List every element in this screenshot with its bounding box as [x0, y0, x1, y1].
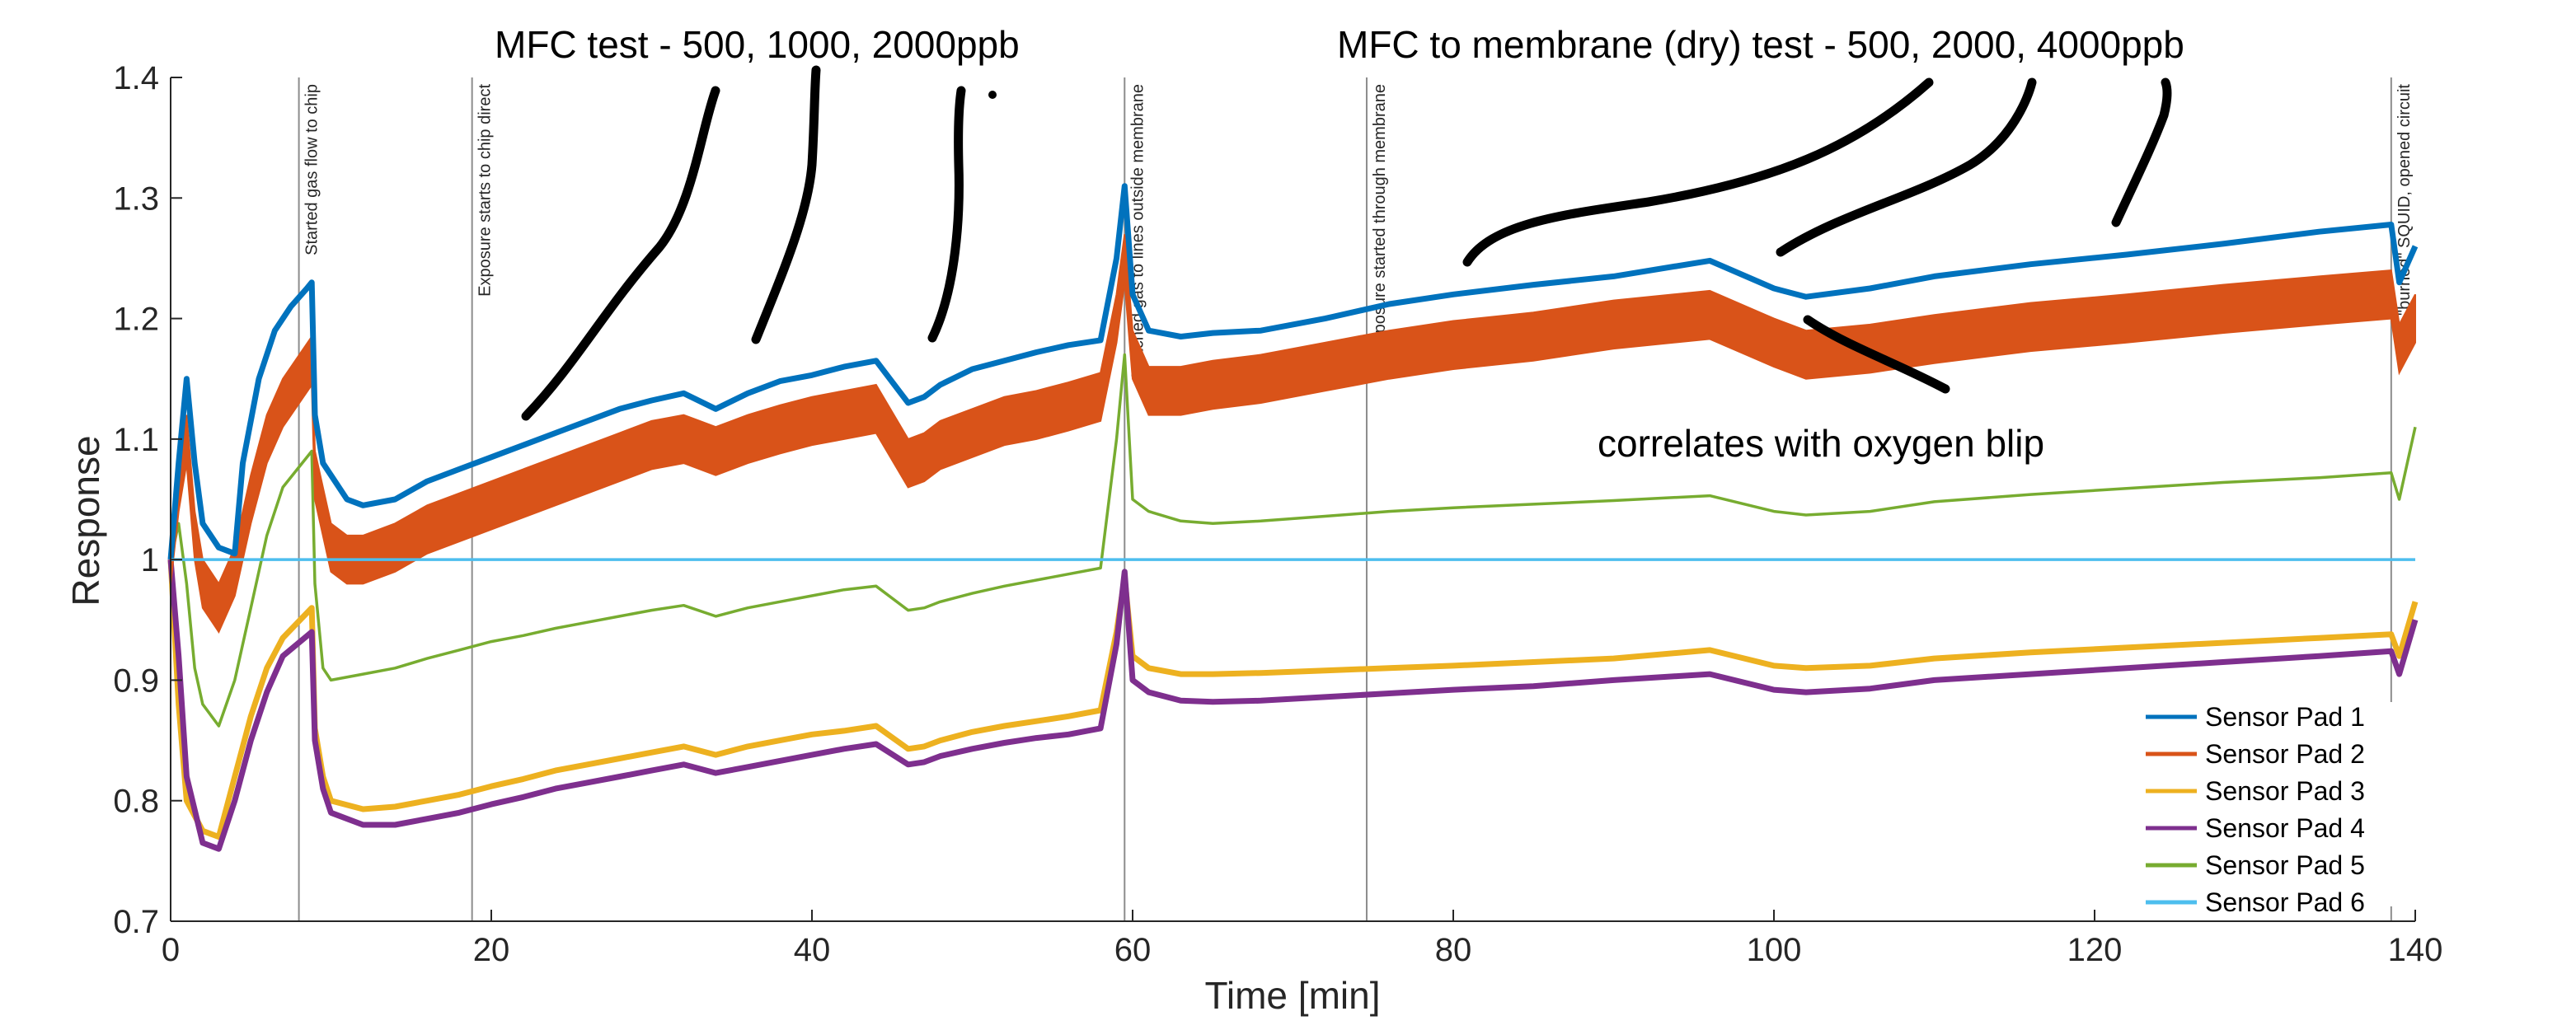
- legend-label-4: Sensor Pad 4: [2205, 813, 2365, 843]
- series-band-2: [170, 234, 2416, 634]
- hand-dot: [988, 91, 997, 99]
- annotation-mfc-test: MFC test - 500, 1000, 2000ppb: [495, 23, 1020, 66]
- axes: 0 20 40 60 80 100 120 140 0.7 0.8 0.9 1 1.1 1.2 1.3 1.4: [113, 60, 2442, 968]
- legend-label-3: Sensor Pad 3: [2205, 776, 2365, 806]
- hand-stroke-3: [927, 86, 966, 343]
- event-label-0: Started gas flow to chip: [303, 84, 321, 255]
- x-tick-label: 20: [473, 932, 510, 968]
- x-axis-label: Time [min]: [1205, 974, 1381, 1017]
- event-lines: Started gas flow to chip Exposure starts …: [298, 77, 2414, 921]
- series-line-5: [169, 353, 2417, 728]
- x-tick-label: 60: [1114, 932, 1152, 968]
- annotation-oxygen-blip: correlates with oxygen blip: [1598, 422, 2044, 465]
- x-tick-label: 140: [2388, 932, 2443, 968]
- hand-stroke-7: [1803, 315, 1950, 394]
- legend: Sensor Pad 1 Sensor Pad 2 Sensor Pad 3 Sens…: [2137, 702, 2409, 917]
- hand-stroke-2: [751, 65, 821, 344]
- x-tick-label: 40: [794, 932, 831, 968]
- hand-stroke-6: [2111, 77, 2172, 227]
- hand-stroke-1: [521, 86, 720, 421]
- y-axis-label: Response: [64, 435, 107, 606]
- series-line-4: [167, 559, 2419, 852]
- hand-stroke-4: [1462, 77, 1934, 267]
- event-label-3: Exposure started through membrane: [1371, 84, 1389, 353]
- legend-label-1: Sensor Pad 1: [2205, 702, 2365, 732]
- y-tick-label: 0.7: [113, 904, 159, 940]
- y-tick-label: 1.2: [113, 302, 159, 338]
- y-tick-label: 1.1: [113, 422, 159, 458]
- plot-series: [167, 183, 2419, 852]
- legend-label-6: Sensor Pad 6: [2205, 887, 2365, 917]
- x-tick-label: 100: [1747, 932, 1802, 968]
- series-line-1: [167, 183, 2419, 560]
- legend-box: [2137, 702, 2409, 906]
- x-tick-label: 80: [1435, 932, 1472, 968]
- y-tick-label: 0.8: [113, 784, 159, 820]
- y-tick-label: 0.9: [113, 662, 159, 699]
- x-tick-label: 0: [162, 932, 180, 968]
- legend-label-2: Sensor Pad 2: [2205, 739, 2365, 769]
- annotation-mfc-membrane-test: MFC to membrane (dry) test - 500, 2000, …: [1337, 23, 2184, 66]
- event-label-1: Exposure starts to chip direct: [476, 84, 495, 297]
- y-tick-label: 1.4: [113, 60, 159, 96]
- y-tick-label: 1.3: [113, 180, 159, 217]
- hand-stroke-5: [1776, 77, 2037, 257]
- legend-label-5: Sensor Pad 5: [2205, 850, 2365, 880]
- y-tick-label: 1: [141, 542, 159, 578]
- x-tick-label: 120: [2067, 932, 2123, 968]
- event-label-2: Switched gas to lines outside membrane: [1128, 84, 1147, 380]
- handwritten-strokes: [521, 65, 2172, 421]
